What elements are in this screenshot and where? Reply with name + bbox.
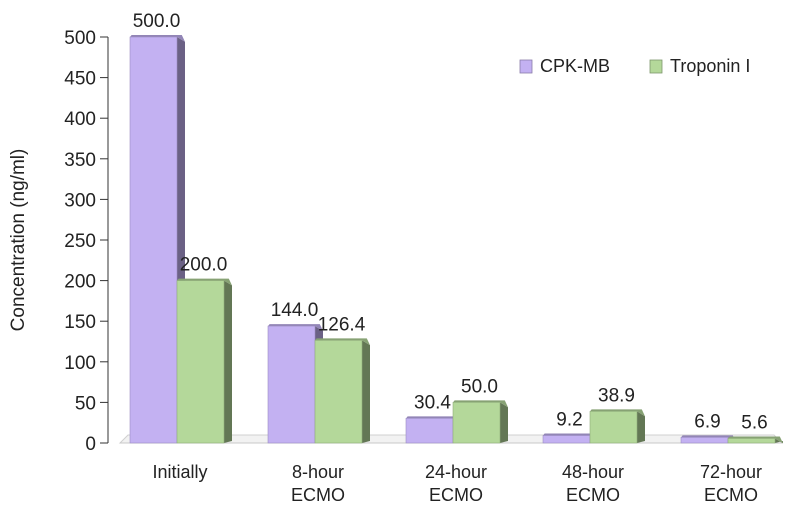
x-tick-label: ECMO (291, 485, 345, 505)
bar-cpk-mb (267, 325, 316, 444)
bar-top (177, 278, 232, 286)
y-tick-label: 450 (64, 69, 96, 90)
bar-value-label: 30.4 (414, 392, 451, 413)
y-tick-label: 100 (64, 353, 96, 374)
bar-troponin-i (589, 411, 638, 444)
y-tick-label: 0 (85, 434, 96, 455)
legend-swatch (649, 59, 663, 74)
x-tick-label: ECMO (429, 485, 483, 505)
legend-label: CPK-MB (540, 56, 610, 76)
bar-cpk-mb (680, 437, 729, 444)
y-tick-label: 200 (64, 272, 96, 293)
bar-troponin-i (727, 438, 776, 444)
x-tick-label: 72-hour (700, 462, 762, 482)
bar-value-label: 144.0 (271, 300, 319, 321)
y-tick-label: 250 (64, 231, 96, 252)
bar-cpk-mb (129, 36, 178, 444)
bar-troponin-i (452, 402, 501, 444)
x-tick-label: ECMO (566, 485, 620, 505)
legend-swatch (519, 59, 533, 74)
y-tick-label: 350 (64, 150, 96, 171)
bar-value-label: 200.0 (180, 255, 228, 276)
bar-side (362, 340, 370, 443)
bar-troponin-i (314, 340, 363, 444)
legend-label: Troponin I (670, 56, 750, 76)
bar-value-label: 500.0 (133, 11, 181, 32)
bar-troponin-i (176, 280, 225, 444)
bar-side (224, 280, 232, 443)
bar-value-label: 6.9 (694, 411, 720, 432)
bar-cpk-mb (542, 435, 591, 444)
y-tick-label: 400 (64, 109, 96, 130)
bar-cpk-mb (405, 418, 454, 444)
bar-value-label: 38.9 (598, 385, 635, 406)
y-tick-label: 500 (64, 28, 96, 49)
y-tick-label: 50 (75, 393, 96, 414)
bar-value-label: 126.4 (318, 314, 366, 335)
y-axis-label: Concentration (ng/ml) (8, 149, 29, 332)
y-tick-label: 150 (64, 312, 96, 333)
x-tick-label: 24-hour (425, 462, 487, 482)
x-tick-label: 8-hour (292, 462, 344, 482)
bar-side (500, 402, 508, 443)
bar-side (637, 411, 645, 443)
x-tick-label: Initially (152, 462, 207, 482)
bar-value-label: 5.6 (741, 412, 767, 433)
x-tick-label: 48-hour (562, 462, 624, 482)
y-tick-label: 300 (64, 190, 96, 211)
x-tick-label: ECMO (704, 485, 758, 505)
bar-value-label: 50.0 (461, 376, 498, 397)
bar-value-label: 9.2 (556, 410, 582, 431)
